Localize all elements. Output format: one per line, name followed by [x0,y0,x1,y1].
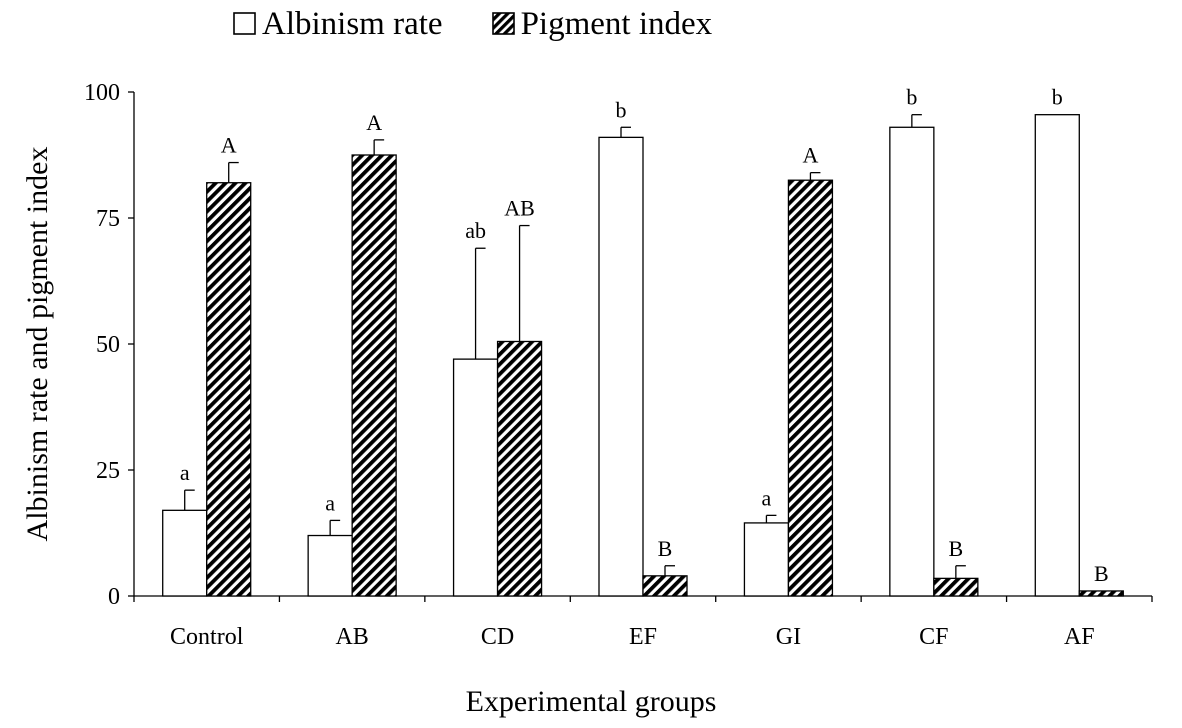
x-tick-label: EF [629,624,657,650]
bar-pigment-index [933,577,979,597]
x-tick-label: AF [1064,624,1095,650]
legend-swatch-hatched-icon [491,12,515,35]
legend-label-pigment-index: Pigment index [520,5,713,42]
x-tick-label: Control [170,624,244,650]
x-tick-label: GI [776,624,801,650]
significance-letter: a [762,485,772,510]
bar-pigment-index [206,182,252,597]
bar-pigment-index [351,154,397,597]
x-tick-label: CD [481,624,514,650]
legend-item-albinism-rate: Albinism rate [232,6,443,43]
significance-letter: AB [504,196,535,221]
x-tick-label: CF [919,624,948,650]
significance-letter: b [1052,85,1063,110]
significance-letter: b [616,97,627,122]
y-tick-label: 75 [96,206,120,232]
significance-letter: A [802,143,818,168]
significance-letter: A [221,133,237,158]
x-tick-label: AB [335,624,368,650]
significance-letter: a [180,460,190,485]
bar-albinism-rate [452,358,499,597]
bar-albinism-rate [307,534,353,597]
significance-letter: B [658,536,673,561]
legend-label-albinism-rate: Albinism rate [262,5,443,42]
bar-pigment-index [496,340,543,597]
bar-albinism-rate [889,126,935,597]
legend-item-pigment-index: Pigment index [491,5,713,43]
significance-letter: B [949,536,964,561]
significance-letter: b [906,85,917,110]
bar-pigment-index [642,575,688,597]
x-axis-title: Experimental groups [465,685,717,718]
significance-letter: A [366,110,382,135]
significance-letter: ab [465,218,486,243]
y-tick-label: 50 [96,332,120,358]
bar-pigment-index [1078,590,1124,597]
bar-albinism-rate [1034,114,1080,597]
y-tick-label: 0 [108,584,120,610]
bar-pigment-index [787,179,834,597]
y-tick-label: 100 [84,80,120,106]
bar-albinism-rate [743,522,790,597]
y-tick-label: 25 [96,458,120,484]
significance-letter: B [1094,561,1109,586]
significance-letter: a [325,490,335,515]
legend: Albinism rate Pigment index [232,4,760,44]
legend-swatch-open-icon [233,12,256,35]
bar-albinism-rate [598,136,644,597]
bar-albinism-rate [162,509,208,597]
